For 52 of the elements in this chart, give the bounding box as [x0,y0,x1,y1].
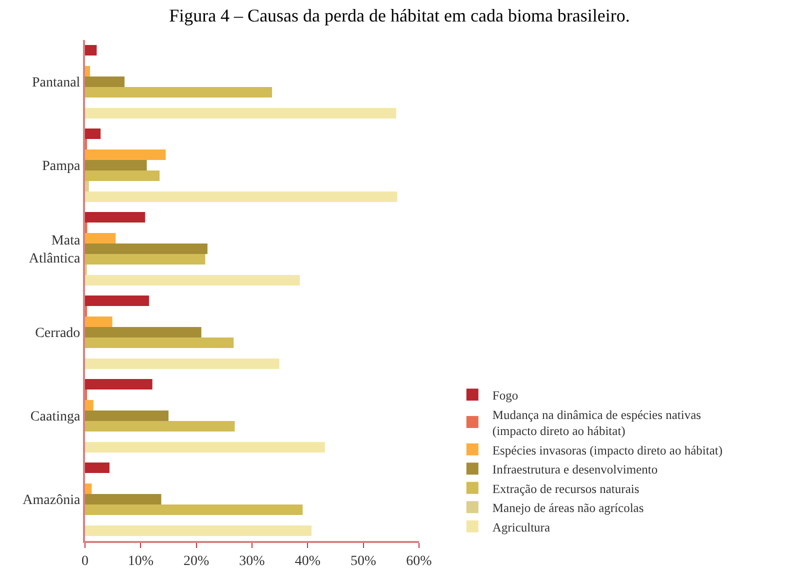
bar [85,316,112,327]
y-tick-label: Pampa [42,159,81,174]
bar [85,45,97,56]
legend-label: Extração de recursos naturais [492,482,640,496]
bar [85,358,280,369]
bar [85,327,202,338]
bar [85,525,312,536]
y-tick-label: Caatinga [30,410,81,425]
bar [85,87,272,98]
bar [85,76,125,87]
bar [85,254,206,264]
bar [85,379,152,390]
legend-label: Infraestrutura e desenvolvimento [492,462,658,476]
bar [85,66,90,76]
bar [85,504,303,515]
bar [85,338,234,348]
bar [85,296,150,306]
legend-label: Manejo de áreas não agrícolas [492,501,644,515]
legend-label: Mudança na dinâmica de espécies nativas (impacto direto ao hábitat) [492,408,702,438]
x-tick-label: 30% [239,554,266,569]
legend-label: Espécies invasoras (impacto direto ao hábitat) [492,443,723,458]
bar [85,170,160,181]
bar [85,462,110,474]
y-tick-label: Mata Atlântica [28,234,81,267]
legend-label: Fogo [492,388,518,402]
x-tick-label: 10% [128,554,154,569]
x-tick-label: 50% [350,554,376,569]
y-tick-label: Pantanal [32,76,80,91]
bar [85,128,101,140]
bar [85,421,235,432]
bar [85,400,94,410]
bar [85,108,396,118]
x-tick-label: 20% [183,554,210,569]
bar [85,410,168,421]
bar [85,150,166,160]
bar [85,494,162,504]
bar [85,442,325,452]
bar [85,244,208,254]
bar [85,181,89,192]
bar [85,274,300,286]
bar [85,160,147,170]
legend-label: Agricultura [492,520,550,534]
x-tick-label: 60% [406,554,432,569]
x-tick-label: 0 [82,554,88,569]
y-tick-label: Cerrado [35,326,80,342]
y-tick-label: Amazônia [22,493,81,508]
bar [85,233,116,244]
bar [85,212,146,223]
bar [85,484,92,494]
bar [85,191,398,202]
x-tick-label: 40% [294,554,321,569]
chart-title: Figura 4 – Causas da perda de hábitat em cada bioma brasileiro. [169,5,630,26]
